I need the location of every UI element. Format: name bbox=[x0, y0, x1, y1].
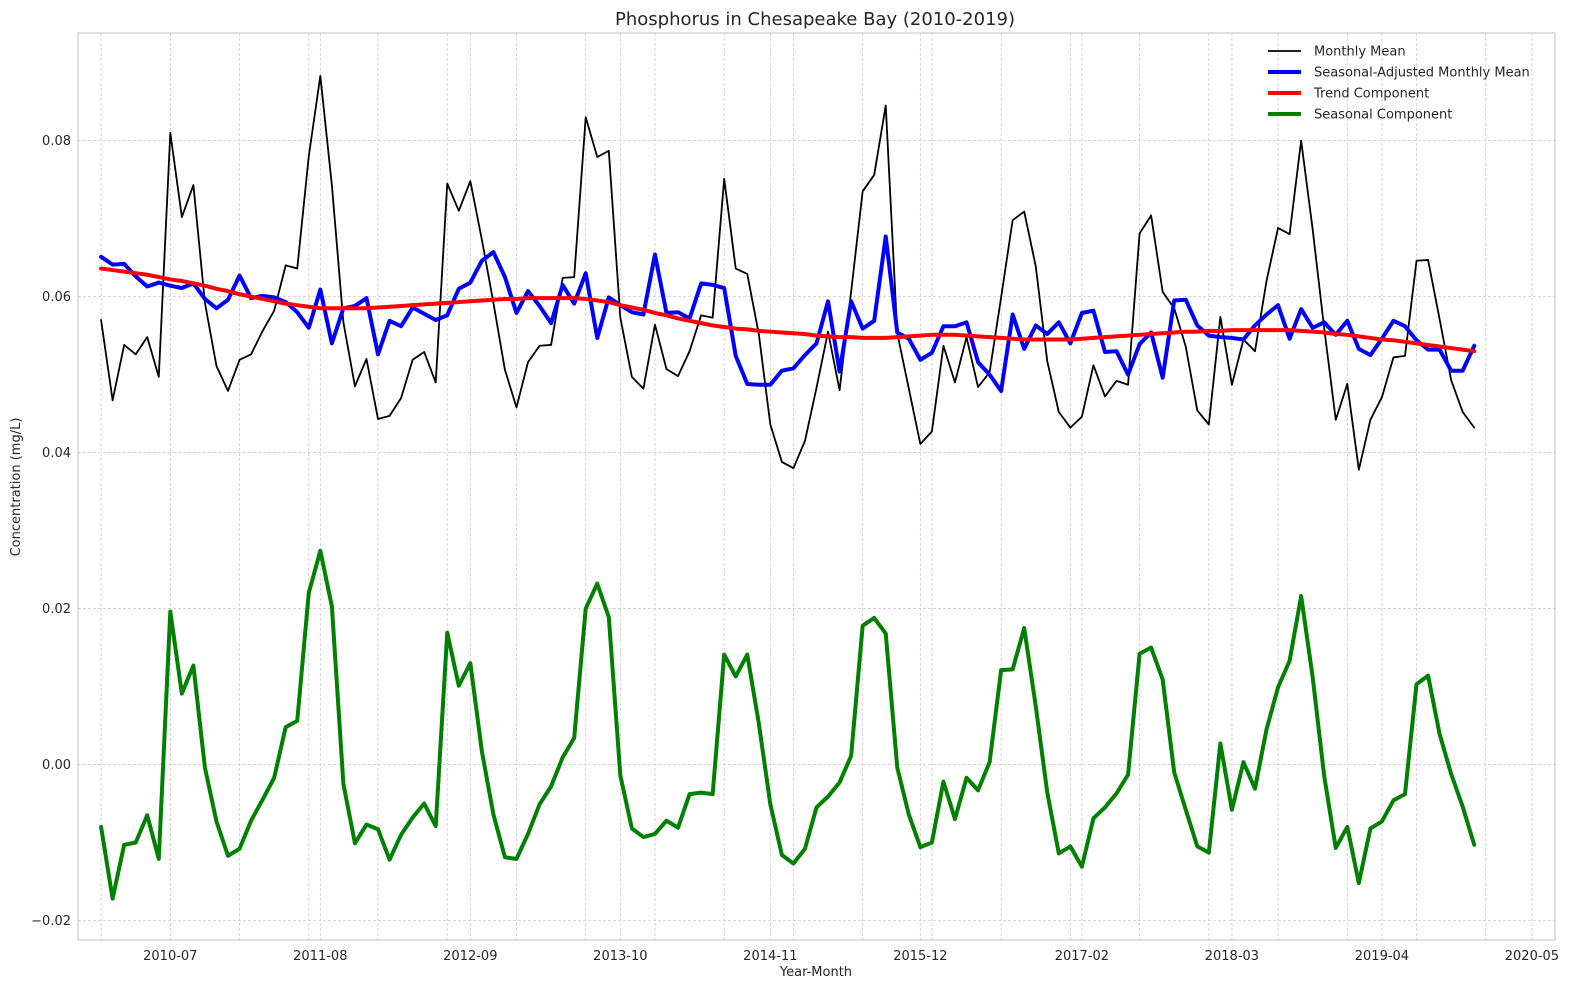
x-tick-label: 2013-10 bbox=[593, 949, 647, 964]
x-axis-label: Year-Month bbox=[779, 965, 852, 980]
series-line-monthly-mean bbox=[100, 74, 1476, 471]
x-tick-label: 2019-04 bbox=[1355, 949, 1409, 964]
x-tick-label: 2018-03 bbox=[1205, 949, 1259, 964]
series-line-seasonal-adjusted-monthly-mean bbox=[99, 234, 1477, 393]
y-axis: −0.02 0.00 0.02 0.04 0.06 0.08 bbox=[31, 134, 71, 929]
y-tick-label: −0.02 bbox=[31, 914, 71, 929]
legend: Monthly Mean Seasonal-Adjusted Monthly Me… bbox=[1268, 45, 1530, 123]
x-tick-label: 2011-08 bbox=[293, 949, 347, 964]
series-line-trend-component bbox=[99, 266, 1477, 354]
x-tick-label: 2014-11 bbox=[743, 949, 797, 964]
x-tick-label: 2015-12 bbox=[893, 949, 947, 964]
y-tick-label: 0.00 bbox=[42, 758, 71, 773]
grid bbox=[78, 33, 1555, 940]
x-tick-label: 2017-02 bbox=[1055, 949, 1109, 964]
plot-frame bbox=[77, 32, 1556, 941]
series-line-seasonal-component bbox=[99, 548, 1477, 901]
chart-title: Phosphorus in Chesapeake Bay (2010-2019) bbox=[615, 9, 1015, 30]
x-axis: 2010-07 2011-08 2012-09 2013-10 2014-11 2015-… bbox=[143, 949, 1559, 964]
legend-label: Seasonal-Adjusted Monthly Mean bbox=[1314, 66, 1530, 81]
y-tick-label: 0.08 bbox=[42, 134, 71, 149]
x-tick-label: 2010-07 bbox=[143, 949, 197, 964]
plot-area bbox=[99, 74, 1477, 901]
y-tick-label: 0.02 bbox=[42, 602, 71, 617]
y-axis-label: Concentration (mg/L) bbox=[9, 418, 24, 557]
x-tick-label: 2020-05 bbox=[1505, 949, 1559, 964]
y-tick-label: 0.06 bbox=[42, 290, 71, 305]
legend-label: Monthly Mean bbox=[1314, 45, 1406, 60]
legend-label: Trend Component bbox=[1313, 87, 1429, 102]
x-tick-label: 2012-09 bbox=[443, 949, 497, 964]
y-tick-label: 0.04 bbox=[42, 446, 71, 461]
legend-label: Seasonal Component bbox=[1314, 108, 1452, 123]
